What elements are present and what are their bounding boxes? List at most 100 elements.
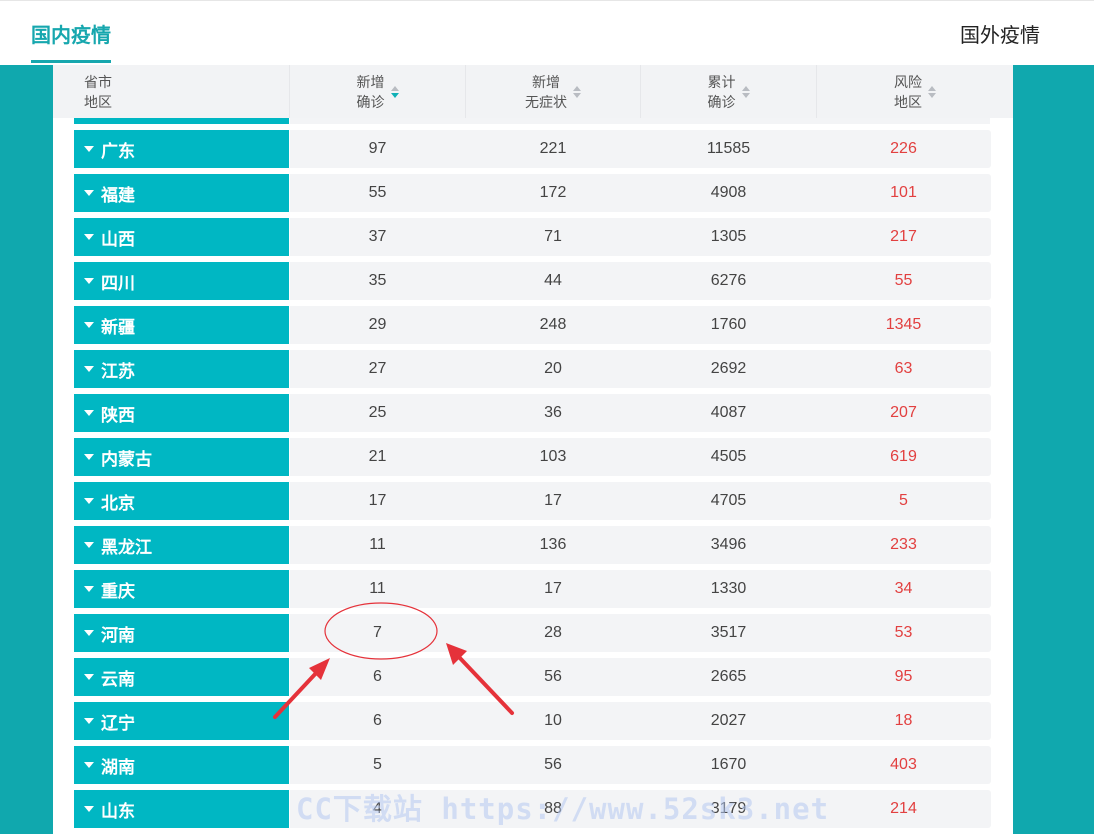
caret-down-icon [84, 762, 94, 768]
new-asymptomatic-value: 88 [544, 800, 562, 817]
risk-areas-value: 403 [890, 756, 917, 773]
caret-down-icon [84, 586, 94, 592]
region-toggle[interactable]: 山东 [74, 790, 289, 828]
total-confirmed-value: 2665 [710, 668, 747, 685]
total-confirmed-value: 1330 [710, 580, 747, 597]
new-confirmed-value: 11 [369, 580, 386, 597]
total-confirmed-value: 3496 [710, 536, 747, 553]
risk-areas-value: 53 [894, 624, 913, 641]
region-toggle[interactable]: 新疆 [74, 306, 289, 344]
new-asymptomatic-value: 172 [539, 184, 567, 201]
region-toggle[interactable]: 河南 [74, 614, 289, 652]
table-row[interactable]: 江苏 27 20 2692 63 [74, 350, 991, 388]
risk-areas-value: 5 [899, 492, 908, 509]
region-name: 湖南 [101, 757, 135, 778]
table-row[interactable]: 福建 55 172 4908 101 [74, 174, 991, 212]
caret-down-icon [84, 366, 94, 372]
region-toggle[interactable]: 重庆 [74, 570, 289, 608]
caret-down-icon [84, 190, 94, 196]
region-toggle[interactable]: 内蒙古 [74, 438, 289, 476]
new-confirmed-value: 4 [373, 800, 382, 817]
region-name: 内蒙古 [101, 449, 152, 470]
table-row[interactable]: 重庆 11 17 1330 34 [74, 570, 991, 608]
table-row[interactable]: 广东 97 221 11585 226 [74, 130, 991, 168]
region-name: 重庆 [101, 581, 135, 602]
region-toggle[interactable]: 辽宁 [74, 702, 289, 740]
header-new-asymptomatic-line2: 无症状 [525, 93, 567, 110]
total-confirmed-value: 4908 [710, 184, 747, 201]
tab-foreign[interactable]: 国外疫情 [960, 25, 1040, 47]
table-row[interactable]: 河南 7 28 3517 53 [74, 614, 991, 652]
header-risk-areas[interactable]: 风险 地区 [817, 65, 1013, 118]
region-name: 福建 [101, 185, 135, 206]
new-asymptomatic-value: 28 [544, 624, 562, 641]
header-region: 省市 地区 [53, 65, 290, 118]
new-asymptomatic-value: 36 [544, 404, 562, 421]
total-confirmed-value: 4505 [710, 448, 747, 465]
table-row[interactable]: 内蒙古 21 103 4505 619 [74, 438, 991, 476]
table-row[interactable]: 辽宁 6 10 2027 18 [74, 702, 991, 740]
total-confirmed-value: 3179 [710, 800, 747, 817]
region-toggle[interactable]: 湖南 [74, 746, 289, 784]
caret-down-icon [84, 454, 94, 460]
table-body: 广东 97 221 11585 226 福建 55 172 4908 101 山西 37 71 1305 2… [74, 130, 991, 834]
sort-icon[interactable] [928, 85, 936, 98]
table-row[interactable]: 湖南 5 56 1670 403 [74, 746, 991, 784]
region-toggle[interactable]: 山西 [74, 218, 289, 256]
region-name: 陕西 [101, 405, 135, 426]
table-row[interactable]: 黑龙江 11 136 3496 233 [74, 526, 991, 564]
header-new-asymptomatic[interactable]: 新增 无症状 [466, 65, 641, 118]
new-confirmed-value: 11 [369, 536, 386, 553]
table-row[interactable]: 新疆 29 248 1760 1345 [74, 306, 991, 344]
new-asymptomatic-value: 20 [544, 360, 562, 377]
risk-areas-value: 1345 [885, 316, 922, 333]
row-values: 5 56 1670 403 [290, 746, 991, 784]
total-confirmed-value: 11585 [706, 140, 751, 157]
region-name: 云南 [101, 669, 135, 690]
region-name: 广东 [101, 141, 135, 162]
sort-desc-icon[interactable] [390, 85, 399, 98]
table-row[interactable]: 山西 37 71 1305 217 [74, 218, 991, 256]
region-name: 山西 [101, 229, 135, 250]
region-toggle[interactable]: 江苏 [74, 350, 289, 388]
new-asymptomatic-value: 71 [544, 228, 562, 245]
region-toggle[interactable]: 黑龙江 [74, 526, 289, 564]
sort-icon[interactable] [741, 85, 750, 98]
region-toggle[interactable]: 云南 [74, 658, 289, 696]
region-toggle[interactable]: 广东 [74, 130, 289, 168]
new-confirmed-value: 27 [368, 360, 387, 377]
tab-domestic[interactable]: 国内疫情 [31, 21, 111, 63]
risk-areas-value: 207 [890, 404, 917, 421]
caret-down-icon [84, 498, 94, 504]
table-row[interactable]: 云南 6 56 2665 95 [74, 658, 991, 696]
sort-icon[interactable] [573, 85, 581, 98]
new-asymptomatic-value: 248 [539, 316, 567, 333]
header-new-confirmed[interactable]: 新增 确诊 [290, 65, 466, 118]
region-toggle[interactable]: 北京 [74, 482, 289, 520]
table-row[interactable]: 山东 4 88 3179 214 [74, 790, 991, 828]
new-confirmed-value: 6 [373, 712, 382, 729]
total-confirmed-value: 4705 [710, 492, 747, 509]
row-values: 27 20 2692 63 [290, 350, 991, 388]
new-asymptomatic-value: 10 [544, 712, 562, 729]
region-toggle[interactable]: 福建 [74, 174, 289, 212]
new-confirmed-value: 37 [368, 228, 387, 245]
row-values: 55 172 4908 101 [290, 174, 991, 212]
header-total-confirmed[interactable]: 累计 确诊 [641, 65, 817, 118]
risk-areas-value: 214 [890, 800, 917, 817]
caret-down-icon [84, 234, 94, 240]
total-confirmed-value: 1305 [710, 228, 747, 245]
table-row[interactable]: 北京 17 17 4705 5 [74, 482, 991, 520]
new-confirmed-value: 5 [373, 756, 382, 773]
risk-areas-value: 34 [894, 580, 913, 597]
region-toggle[interactable]: 四川 [74, 262, 289, 300]
table-header: 省市 地区 新增 确诊 新增 无症状 累计 确诊 [53, 65, 1013, 118]
row-values: 7 28 3517 53 [290, 614, 991, 652]
new-asymptomatic-value: 17 [544, 492, 562, 509]
left-background-band [0, 65, 53, 834]
table-row[interactable]: 陕西 25 36 4087 207 [74, 394, 991, 432]
table-row[interactable]: 四川 35 44 6276 55 [74, 262, 991, 300]
region-toggle[interactable]: 陕西 [74, 394, 289, 432]
total-confirmed-value: 3517 [710, 624, 747, 641]
